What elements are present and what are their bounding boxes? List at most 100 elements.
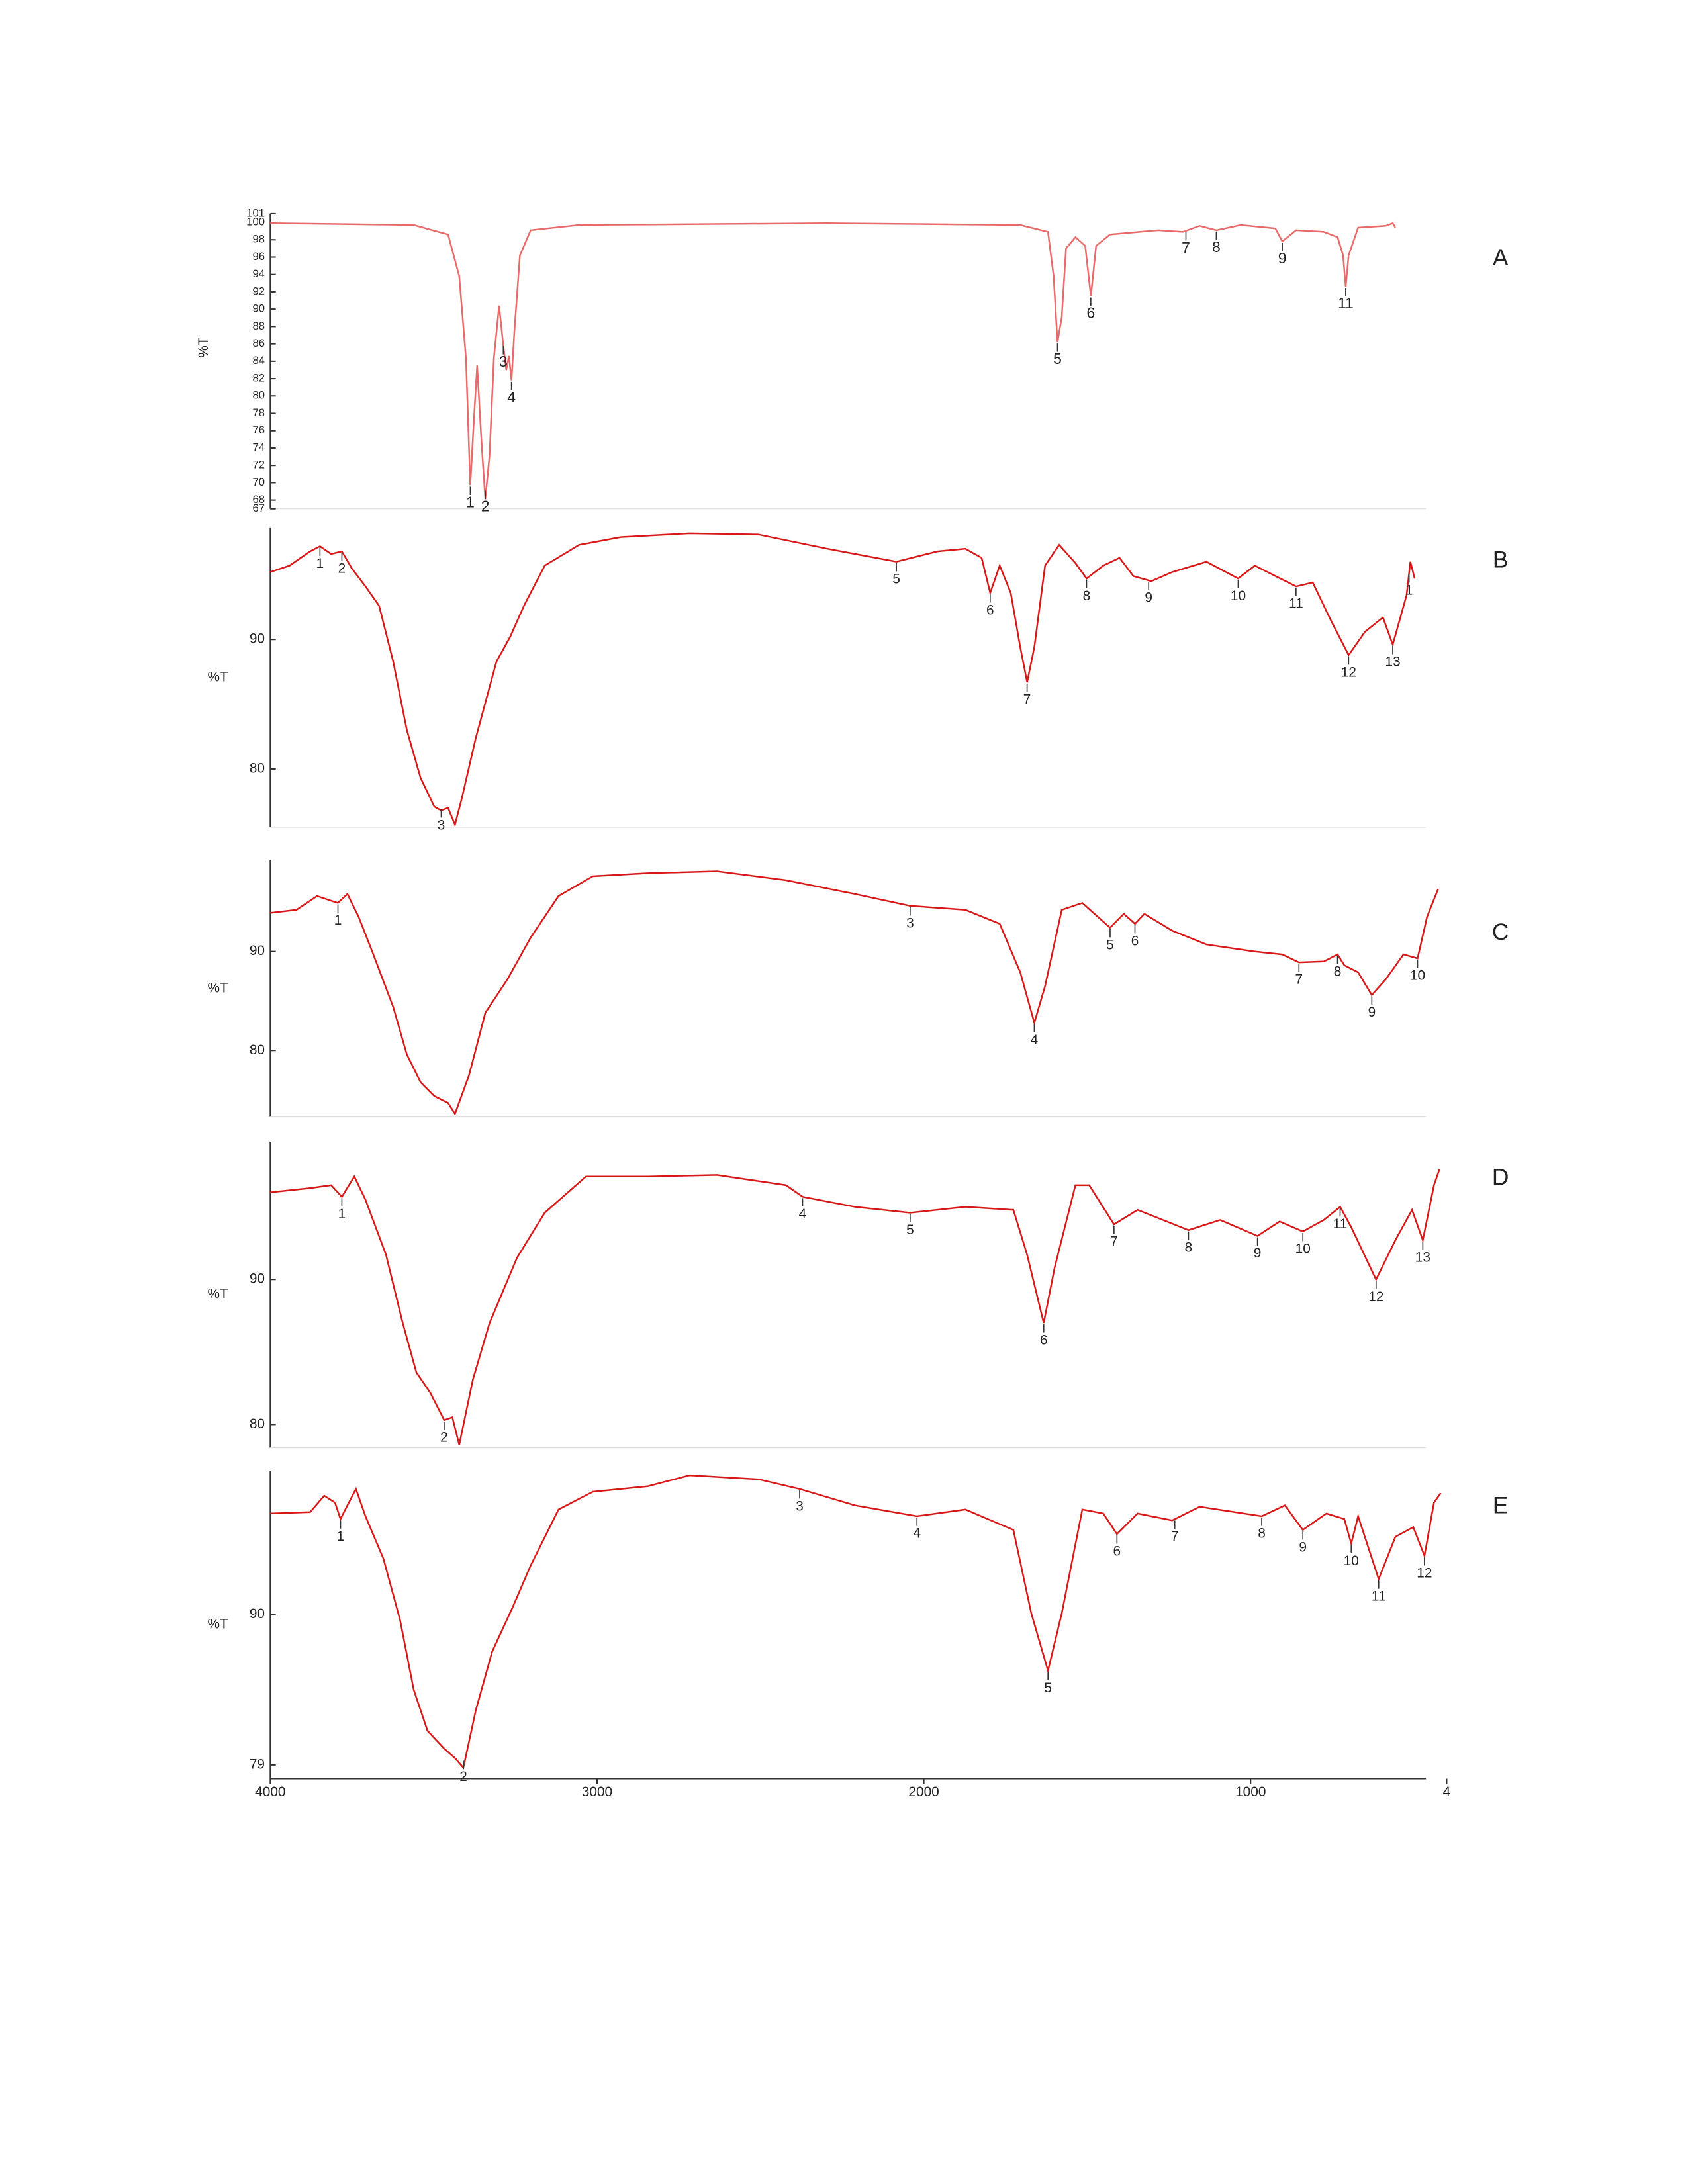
x-tick-label: 3000	[582, 1784, 612, 1799]
y-tick-label: 68	[252, 493, 265, 506]
spectrum-line	[270, 1474, 1442, 1770]
peak-label: 4	[507, 388, 516, 406]
peak-label: 3	[906, 915, 914, 931]
peak-label: 13	[1385, 655, 1400, 670]
peak-label: 5	[906, 1222, 914, 1238]
y-tick-label: 80	[252, 389, 265, 402]
y-tick-label: 82	[252, 371, 265, 384]
peak-label: 2	[481, 498, 490, 515]
peak-label: 8	[1258, 1526, 1266, 1541]
y-tick-label: 92	[252, 285, 265, 297]
peak-label: 4	[799, 1206, 807, 1222]
peak-label: 6	[1040, 1333, 1048, 1348]
peak-label: 1	[334, 913, 342, 928]
peak-label: 6	[986, 602, 994, 617]
x-tick-label: 1000	[1235, 1784, 1266, 1799]
y-tick-label: 70	[252, 476, 265, 488]
y-tick-label: 78	[252, 406, 265, 419]
x-tick-label: 2000	[908, 1784, 939, 1799]
peak-label: 1	[466, 493, 475, 510]
peak-label: 8	[1334, 964, 1342, 979]
y-axis-label: %T	[196, 337, 211, 358]
spectrum-line	[270, 222, 1396, 500]
peak-label: 6	[1086, 304, 1095, 322]
peak-label: 7	[1182, 239, 1190, 256]
peak-label: 12	[1368, 1289, 1383, 1304]
peak-label: 5	[892, 571, 900, 586]
panel-label: C	[1492, 919, 1509, 945]
peak-label: 10	[1295, 1241, 1311, 1256]
peak-label: 6	[1113, 1543, 1121, 1559]
y-tick-label: 79	[250, 1756, 265, 1772]
peak-label: 9	[1254, 1246, 1262, 1261]
peak-label: 2	[338, 561, 346, 576]
y-tick-label: 80	[250, 1416, 265, 1432]
peak-label: 7	[1295, 972, 1303, 987]
y-tick-label: 90	[252, 302, 265, 315]
y-tick-label: 94	[252, 267, 265, 280]
y-tick-label: 88	[252, 320, 265, 332]
y-tick-label: 101	[246, 206, 265, 219]
peak-label: 5	[1053, 350, 1062, 367]
peak-label: 11	[1289, 596, 1303, 612]
y-tick-label: 80	[250, 760, 265, 776]
peak-label: 10	[1410, 968, 1425, 983]
spectrum-line	[270, 1169, 1440, 1445]
peak-label: 12	[1417, 1566, 1432, 1581]
panel-label: D	[1492, 1164, 1509, 1191]
y-axis-label: %T	[208, 1617, 229, 1632]
panel-label: E	[1493, 1492, 1509, 1518]
panel-label: A	[1493, 244, 1509, 271]
peak-label: 11	[1333, 1216, 1348, 1232]
peak-label: 8	[1185, 1240, 1193, 1255]
peak-label: 3	[499, 353, 508, 370]
peak-label: 3	[438, 817, 445, 833]
peak-label: 10	[1344, 1553, 1359, 1569]
peak-label: 4	[1031, 1032, 1039, 1048]
peak-label: 2	[440, 1430, 448, 1445]
peak-label: 4	[913, 1526, 921, 1541]
y-tick-label: 96	[252, 250, 265, 263]
y-tick-label: 72	[252, 459, 265, 471]
peak-label: 1	[316, 556, 324, 571]
peak-label: 13	[1415, 1250, 1430, 1265]
peak-label: 7	[1171, 1529, 1179, 1544]
peak-label: 5	[1044, 1680, 1052, 1696]
y-axis-label: %T	[208, 669, 229, 684]
y-tick-label: 86	[252, 337, 265, 349]
y-tick-label: 76	[252, 424, 265, 436]
peak-label: 8	[1212, 238, 1221, 255]
peak-label: 11	[1338, 295, 1354, 312]
peak-label: 3	[796, 1498, 804, 1514]
peak-label: 12	[1341, 664, 1356, 680]
x-tick-label: 4	[1443, 1784, 1451, 1799]
peak-label: 6	[1131, 933, 1139, 948]
peak-label: 7	[1110, 1234, 1118, 1250]
y-tick-label: 100	[246, 215, 265, 228]
peak-label: 9	[1278, 250, 1287, 267]
peak-label: 1	[338, 1206, 346, 1222]
y-tick-label: 74	[252, 441, 265, 453]
spectrum-line	[270, 870, 1439, 1116]
y-tick-label: 90	[250, 1606, 265, 1621]
x-tick-label: 4000	[255, 1784, 285, 1799]
y-tick-label: 67	[252, 502, 265, 514]
peak-label: 8	[1083, 588, 1091, 604]
peak-label: 1	[1405, 582, 1413, 598]
spectrum-line	[269, 532, 1416, 827]
y-tick-label: 90	[250, 1271, 265, 1287]
panel-label: B	[1493, 546, 1509, 572]
peak-label: 9	[1368, 1005, 1376, 1020]
y-tick-label: 98	[252, 233, 265, 246]
peak-label: 2	[459, 1769, 467, 1784]
y-tick-label: 90	[250, 943, 265, 958]
peak-label: 9	[1299, 1539, 1307, 1555]
peak-label: 10	[1231, 588, 1246, 604]
y-tick-label: 80	[250, 1042, 265, 1058]
peak-label: 1	[337, 1529, 345, 1544]
y-tick-label: 84	[252, 354, 265, 367]
y-tick-label: 90	[250, 631, 265, 647]
peak-label: 7	[1023, 692, 1031, 707]
